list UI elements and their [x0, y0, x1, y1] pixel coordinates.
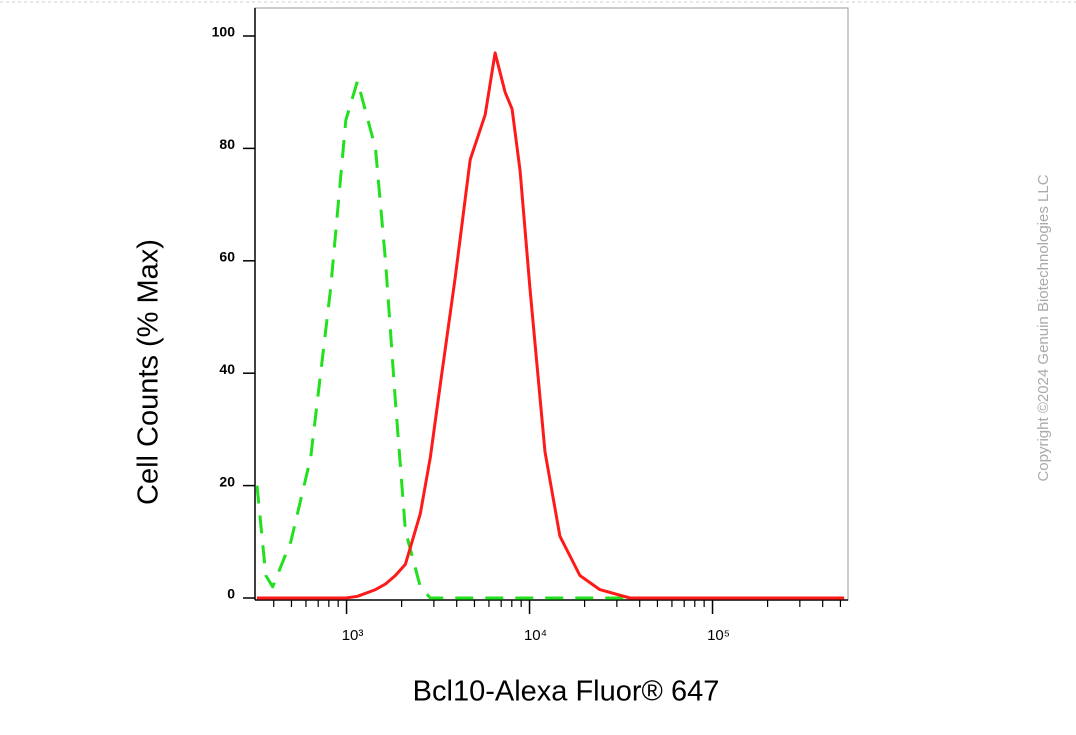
y-tick-label: 40	[219, 361, 235, 377]
series-line	[255, 79, 845, 600]
y-tick-label: 20	[219, 473, 235, 489]
watermark: Copyright ©2024 Genuin Biotechnologies L…	[1035, 174, 1052, 481]
y-tick-label: 80	[219, 136, 235, 152]
x-axis-label: Bcl10-Alexa Fluor® 647	[413, 676, 720, 708]
x-tick-label: 10⁴	[524, 627, 547, 644]
y-tick-label: 0	[227, 586, 235, 602]
y-tick-label: 60	[219, 249, 235, 265]
series-line	[257, 51, 845, 600]
y-tick-label: 100	[212, 24, 236, 40]
y-axis-label: Cell Counts (% Max)	[133, 239, 165, 505]
plot-frame	[254, 7, 849, 601]
x-tick-label: 10³	[342, 627, 364, 644]
x-tick-label: 10⁵	[707, 627, 730, 644]
